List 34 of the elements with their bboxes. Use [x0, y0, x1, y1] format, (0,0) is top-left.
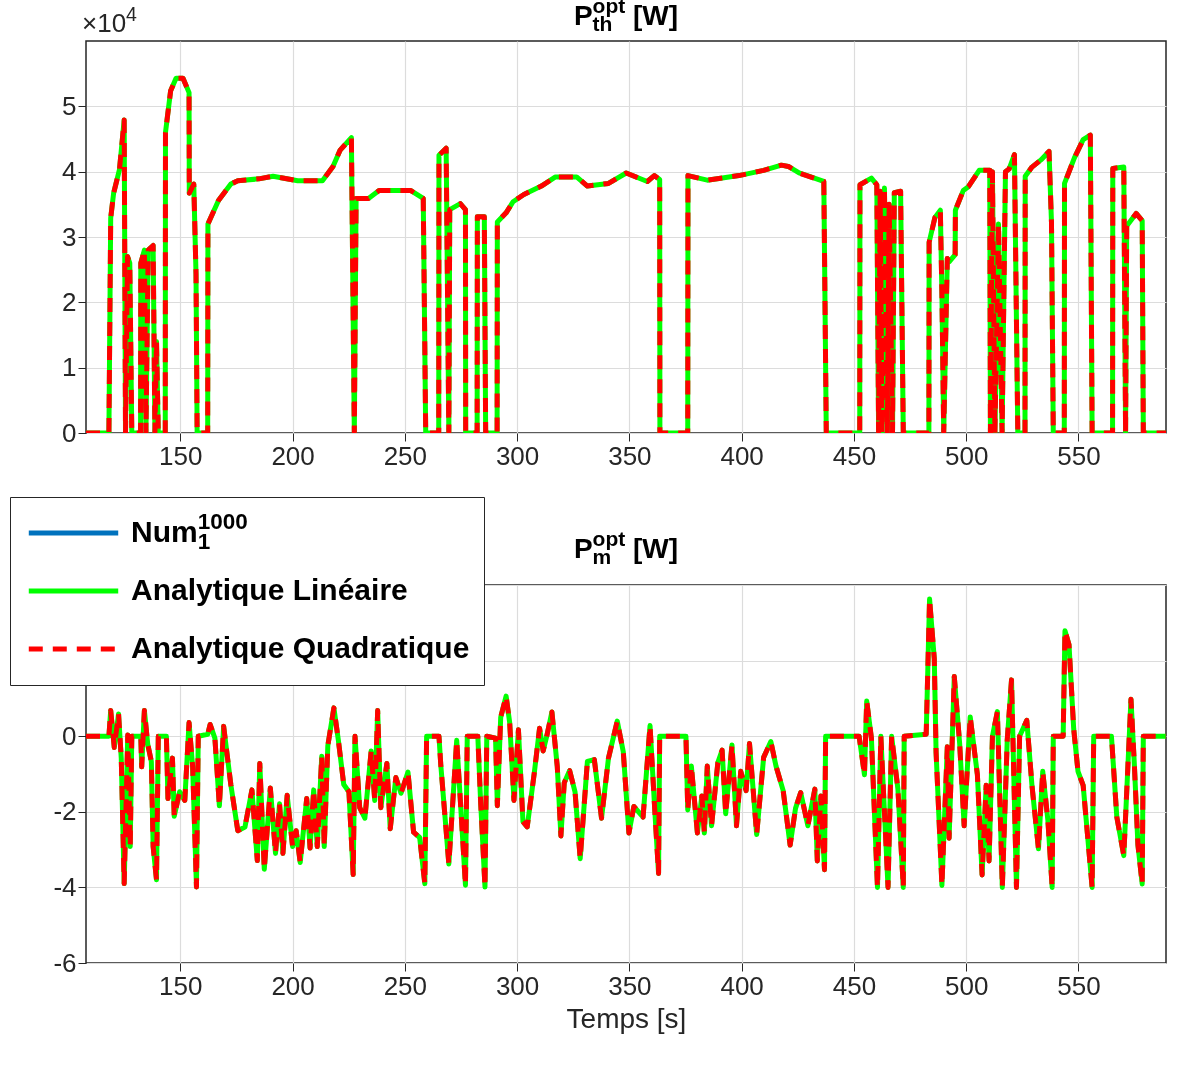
y-tick-label: 0 — [62, 417, 77, 448]
x-tick-label: 150 — [159, 440, 203, 471]
x-tick-label: 300 — [495, 440, 540, 471]
y-tick-label: -2 — [53, 796, 77, 827]
x-tick-label: 350 — [608, 440, 652, 471]
x-tick-label: 550 — [1057, 970, 1101, 1001]
y-tick-label: 5 — [62, 90, 77, 121]
y-tick-label: 2 — [62, 286, 77, 317]
x-tick-label: 200 — [271, 970, 315, 1001]
x-tick-label: 450 — [832, 440, 877, 471]
x-tick-label: 500 — [944, 440, 989, 471]
x-tick-label: 550 — [1057, 440, 1101, 471]
y-tick-label: 0 — [62, 720, 77, 751]
chart-title: P$_{m}$$^{opt}$ [W] — [573, 527, 679, 569]
y-tick-label: 1 — [62, 352, 77, 383]
y-tick-label: -4 — [53, 871, 77, 902]
x-tick-label: 250 — [383, 970, 428, 1001]
x-tick-label: 150 — [159, 970, 203, 1001]
x-axis-title: Temps [s] — [566, 1002, 687, 1034]
x-tick-label: 450 — [832, 970, 877, 1001]
text: ×10$^{4}$ — [82, 3, 138, 38]
legend-label: Analytique Quadratique — [131, 631, 470, 664]
y-tick-label: 4 — [62, 156, 77, 187]
legend-label: Analytique Linéaire — [131, 573, 408, 606]
x-tick-label: 200 — [271, 440, 315, 471]
x-tick-label: 300 — [495, 970, 540, 1001]
x-tick-label: 400 — [720, 970, 764, 1001]
y-tick-label: 3 — [62, 221, 77, 252]
y-tick-label: -6 — [53, 947, 77, 978]
x-tick-label: 400 — [720, 440, 764, 471]
x-tick-label: 350 — [608, 970, 652, 1001]
x-tick-label: 250 — [383, 440, 428, 471]
x-tick-label: 500 — [944, 970, 989, 1001]
chart-title: P$_{th}$$^{opt}$ [W] — [573, 0, 679, 36]
